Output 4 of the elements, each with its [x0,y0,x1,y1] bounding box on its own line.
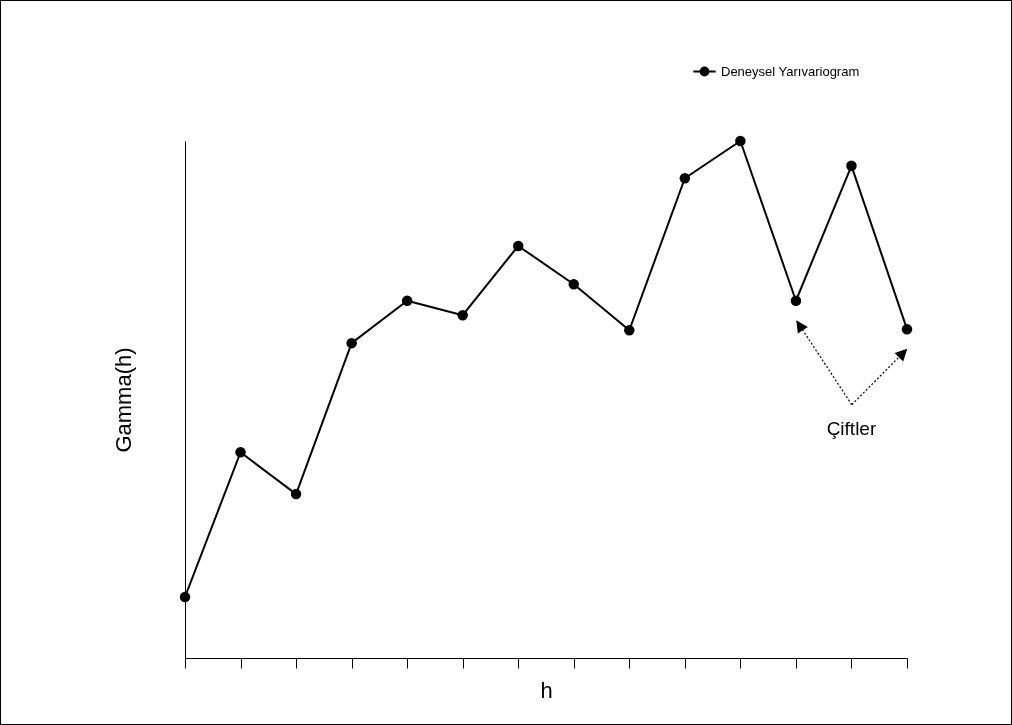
y-axis-title: Gamma(h) [110,347,136,453]
x-axis-title: h [540,678,553,703]
legend-label: Deneysel Yarıvariogram [721,63,860,79]
annotation: Çiftler [826,418,877,440]
